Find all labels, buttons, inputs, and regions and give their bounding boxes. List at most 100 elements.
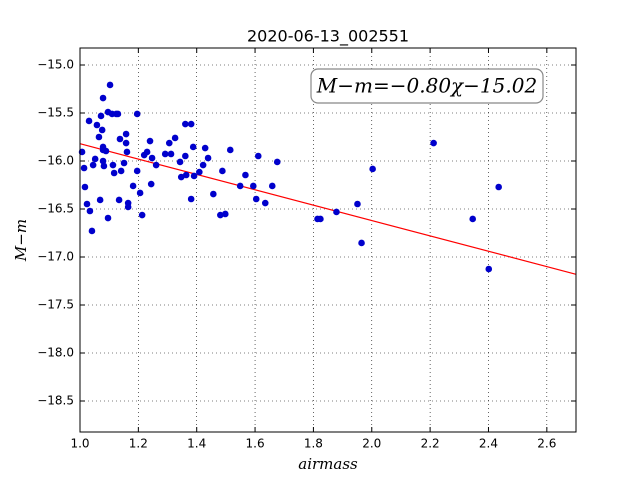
data-point: [138, 211, 146, 219]
y-tick-label: −15.5: [37, 105, 74, 119]
data-point: [187, 120, 195, 128]
fit-annotation: M−m=−0.80χ−15.02: [316, 74, 537, 98]
data-point: [273, 158, 281, 166]
data-point: [182, 120, 189, 128]
data-point: [495, 183, 502, 191]
data-point: [219, 167, 226, 175]
data-point: [99, 157, 107, 165]
y-tick-label: −16.0: [37, 153, 74, 167]
data-point: [106, 81, 114, 89]
data-point: [83, 200, 91, 208]
data-point: [189, 143, 197, 151]
data-point: [190, 172, 198, 180]
y-tick-label: −16.5: [37, 201, 74, 215]
data-point: [91, 155, 99, 163]
data-point: [469, 215, 477, 223]
data-point: [97, 112, 105, 120]
data-point: [254, 152, 262, 160]
data-point: [177, 173, 185, 181]
data-point: [167, 150, 175, 158]
data-point: [161, 150, 169, 158]
axes-frame: [79, 47, 577, 433]
data-point: [217, 211, 224, 219]
x-axis-label: airmass: [298, 455, 358, 473]
data-point: [242, 171, 249, 179]
data-point: [252, 195, 260, 203]
data-point: [109, 161, 117, 169]
x-tick-label: 2.2: [421, 437, 440, 451]
data-point: [176, 158, 184, 166]
x-tick-label: 2.0: [362, 437, 381, 451]
y-tick-label: −18.5: [37, 393, 74, 407]
y-tick-label: −17.5: [37, 297, 74, 311]
data-point: [104, 214, 112, 222]
data-point: [165, 139, 173, 147]
data-point: [133, 110, 141, 118]
data-point: [268, 182, 276, 190]
plot-area: [78, 48, 577, 432]
data-point: [100, 162, 108, 170]
data-point: [354, 200, 361, 208]
data-point: [250, 182, 257, 190]
y-tick-label: −15.0: [37, 57, 74, 71]
data-point: [148, 154, 156, 162]
fit-line: [79, 143, 577, 275]
data-point: [136, 189, 144, 197]
data-point: [182, 152, 189, 160]
x-tick-label: 1.6: [246, 437, 265, 451]
data-point: [88, 227, 96, 235]
data-point: [221, 210, 229, 218]
data-point: [123, 148, 131, 156]
data-point: [171, 134, 179, 142]
x-tick-label: 2.6: [537, 437, 556, 451]
data-point: [485, 265, 493, 273]
data-point: [86, 207, 94, 215]
data-point: [93, 121, 101, 129]
annotation-box: [310, 68, 544, 104]
data-point: [133, 167, 141, 175]
data-point: [187, 195, 195, 203]
data-point: [152, 161, 160, 169]
x-tick-label: 1.2: [129, 437, 148, 451]
data-point: [430, 139, 437, 147]
x-tick-label: 2.4: [479, 437, 498, 451]
x-tick-label: 1.4: [187, 437, 206, 451]
y-tick-label: −18.0: [37, 345, 74, 359]
data-point: [89, 161, 97, 169]
y-axis-label: M−m: [12, 219, 30, 262]
data-point: [129, 182, 137, 190]
data-point: [80, 164, 88, 172]
data-point: [210, 190, 217, 198]
data-point: [358, 239, 365, 247]
data-point: [120, 159, 128, 167]
x-tick-label: 1.8: [304, 437, 323, 451]
data-point: [143, 148, 151, 156]
data-point: [317, 215, 324, 223]
x-tick-label: 1.0: [70, 437, 89, 451]
data-point: [124, 203, 132, 211]
data-point: [236, 182, 244, 190]
data-point: [196, 168, 203, 176]
data-point: [116, 135, 124, 143]
chart-title: 2020-06-13_002551: [247, 27, 409, 47]
data-point: [204, 154, 212, 162]
data-point: [199, 161, 207, 169]
data-point: [333, 208, 340, 216]
data-point: [261, 199, 269, 207]
data-point: [226, 146, 234, 154]
data-point: [102, 147, 110, 155]
data-point: [146, 137, 154, 145]
data-point: [114, 110, 122, 118]
data-point: [201, 144, 209, 152]
data-point: [98, 126, 106, 134]
data-point: [115, 196, 123, 204]
data-point: [110, 169, 118, 177]
data-point: [99, 94, 107, 102]
data-point: [122, 139, 130, 147]
data-point: [117, 167, 125, 175]
data-point: [122, 130, 130, 138]
data-point: [85, 117, 93, 125]
data-point: [96, 196, 104, 204]
